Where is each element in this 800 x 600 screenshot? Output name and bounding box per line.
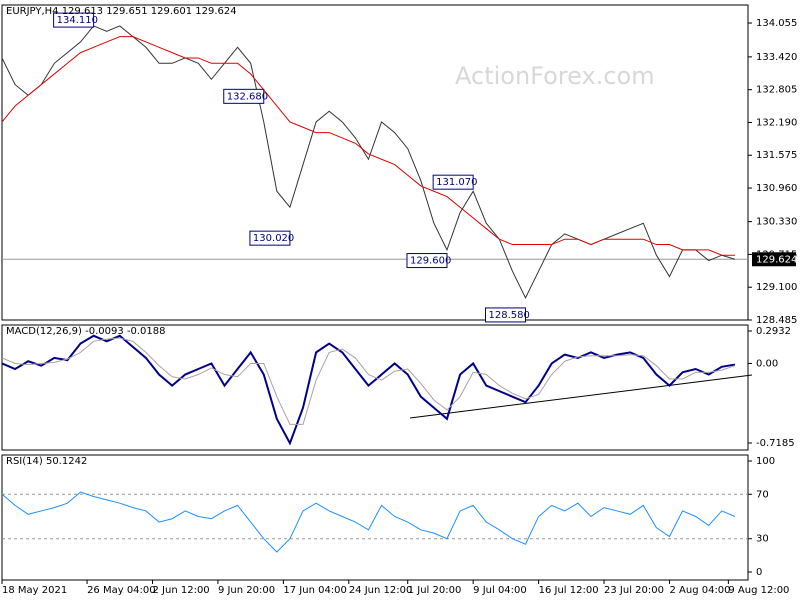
y-tick-label: 100 xyxy=(756,456,775,467)
last-price-label: 129.624 xyxy=(756,254,797,265)
annotation-box xyxy=(406,253,448,269)
y-tick-label: 129.100 xyxy=(756,282,797,293)
y-tick-label: 128.485 xyxy=(756,315,797,326)
panel-frame xyxy=(1,324,749,451)
annotation-box xyxy=(485,307,527,323)
annotation-box xyxy=(223,88,265,104)
annotation-label: 134.110 xyxy=(57,15,98,26)
panel-frame xyxy=(1,4,749,321)
y-tick-label: 70 xyxy=(756,489,769,500)
annotation-label: 128.580 xyxy=(489,310,530,321)
y-tick-label: 130.960 xyxy=(756,183,797,194)
y-tick-label: 0 xyxy=(756,567,762,578)
watermark: ActionForex.com xyxy=(455,62,655,90)
x-tick-label: 24 Jun 12:00 xyxy=(349,585,413,596)
y-tick-label: 133.420 xyxy=(756,52,797,63)
x-tick-label: 1 Jul 20:00 xyxy=(408,585,462,596)
annotation-label: 130.020 xyxy=(253,233,294,244)
annotation-box xyxy=(53,12,95,28)
annotation-box xyxy=(432,174,474,190)
y-tick-label: 130.330 xyxy=(756,217,797,228)
y-tick-label: 0.00 xyxy=(756,358,778,369)
x-tick-label: 9 Jun 20:00 xyxy=(218,585,275,596)
series-line xyxy=(1,337,736,425)
annotation-label: 129.600 xyxy=(410,256,451,267)
y-tick-label: 131.575 xyxy=(756,150,797,161)
series-line xyxy=(1,36,735,256)
x-tick-label: 2 Aug 04:00 xyxy=(669,585,730,596)
x-tick-label: 18 May 2021 xyxy=(2,585,67,596)
y-tick-label: 134.055 xyxy=(756,18,797,29)
x-tick-label: 2 Jun 12:00 xyxy=(153,585,210,596)
series-line xyxy=(1,491,736,553)
y-tick-label: 0.2932 xyxy=(756,326,791,337)
y-tick-label: 132.190 xyxy=(756,117,797,128)
x-tick-label: 16 Jul 12:00 xyxy=(539,585,599,596)
y-tick-label: 30 xyxy=(756,534,769,545)
last-price-box xyxy=(752,252,796,267)
x-tick-label: 26 May 04:00 xyxy=(87,585,156,596)
panel-frame xyxy=(1,454,749,581)
x-tick-label: 23 Jul 20:00 xyxy=(604,585,664,596)
series-line xyxy=(1,25,736,300)
panel-title: RSI(14) 50.1242 xyxy=(6,456,87,467)
x-tick-label: 17 Jun 04:00 xyxy=(283,585,347,596)
y-tick-label: 132.805 xyxy=(756,85,797,96)
y-tick-label: -0.7185 xyxy=(756,438,795,449)
trend-line xyxy=(409,374,753,419)
x-tick-label: 9 Jul 04:00 xyxy=(473,585,527,596)
annotation-label: 132.680 xyxy=(227,91,268,102)
panel-title: EURJPY,H4 129.613 129.651 129.601 129.62… xyxy=(6,6,237,17)
panel-title: MACD(12,26,9) -0.0093 -0.0188 xyxy=(6,326,166,337)
x-tick-label: 9 Aug 12:00 xyxy=(728,585,789,596)
annotation-label: 131.070 xyxy=(436,177,477,188)
annotation-box xyxy=(249,230,291,246)
